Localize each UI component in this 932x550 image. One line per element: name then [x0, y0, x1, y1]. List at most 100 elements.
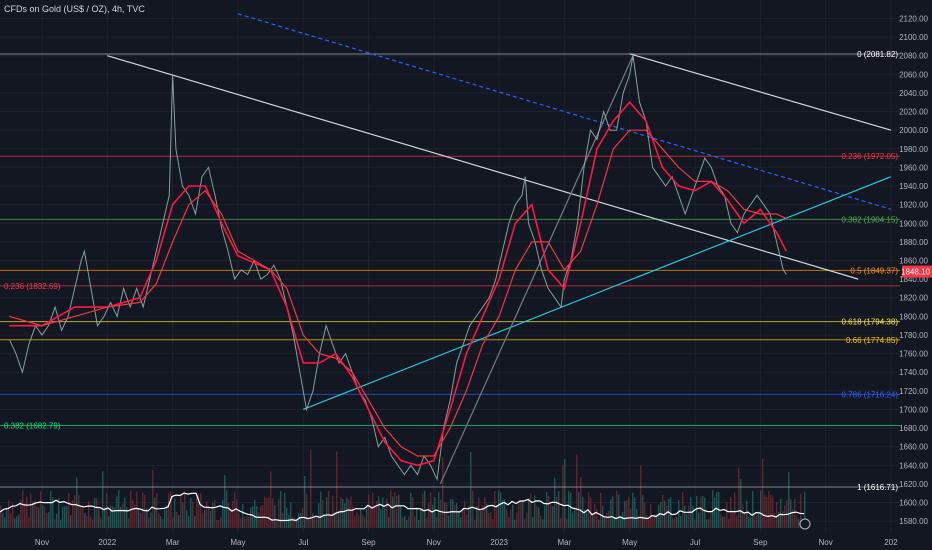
volume-bar	[706, 519, 708, 528]
fib-level-label: 0.66 (1774.85)	[846, 336, 898, 345]
volume-bar	[478, 497, 480, 528]
volume-bar	[614, 516, 616, 528]
price-axis[interactable]: 1580.00 1600.00 1620.00 1640.00 1660.00 1680.…	[799, 14, 932, 530]
thin-rising-line[interactable]	[439, 55, 634, 485]
volume-bar	[208, 506, 210, 528]
fib-retracement[interactable]: 0 (2081.82) 0.236 (1972.05) 0.382 (1904.15…	[0, 50, 900, 492]
volume-bar	[546, 491, 548, 528]
time-tick-label: Sep	[361, 538, 376, 547]
price-tick-label: 1640.00	[899, 461, 928, 470]
volume-bar	[210, 510, 212, 528]
time-tick-label: 2022	[98, 538, 116, 547]
volume-bar	[548, 495, 550, 528]
volume-bar	[160, 516, 162, 528]
volume-bar	[608, 511, 610, 528]
volume-bar	[36, 506, 38, 528]
mid-channel-line[interactable]	[107, 55, 859, 280]
volume-bar	[196, 497, 198, 528]
volume-bar	[122, 503, 124, 528]
time-tick-label: May	[230, 538, 245, 547]
price-tick-label: 2080.00	[899, 52, 928, 61]
price-tick-label: 1680.00	[899, 424, 928, 433]
volume-bar	[86, 515, 88, 528]
volume-bar	[220, 517, 222, 528]
volume-bar	[422, 493, 424, 528]
volume-bar	[68, 493, 70, 528]
volume-bar	[740, 478, 742, 528]
volume-bar	[424, 490, 426, 528]
volume-bar	[494, 491, 496, 528]
volume-bar	[360, 509, 362, 528]
volume-bar	[164, 509, 166, 528]
price-tick-label: 1900.00	[899, 219, 928, 228]
volume-bar	[14, 518, 16, 528]
volume-bar	[232, 501, 234, 528]
volume-bar	[330, 514, 332, 528]
moving-average-fast-line	[9, 100, 788, 467]
volume-bar	[702, 495, 704, 528]
volume-bar	[752, 490, 754, 528]
volume-bar	[170, 491, 172, 528]
volume-bar	[44, 506, 46, 528]
volume-bar	[30, 493, 32, 528]
volume-bar	[322, 500, 324, 528]
volume-bar	[264, 496, 266, 528]
volume-bar	[178, 515, 180, 528]
volume-bar	[226, 490, 228, 528]
volume-bar	[750, 517, 752, 528]
volume-bar	[686, 514, 688, 528]
volume-bar	[50, 490, 52, 528]
volume-bar	[98, 509, 100, 528]
volume-bar	[562, 464, 564, 528]
volume-bar	[486, 503, 488, 528]
volume-bar	[62, 506, 64, 528]
time-tick-label: 202	[884, 538, 898, 547]
volume-bar	[180, 496, 182, 528]
volume-bar	[76, 477, 78, 528]
volume-bar	[728, 519, 730, 528]
rising-support-line[interactable]	[302, 176, 892, 411]
volume-bar	[82, 505, 84, 528]
volume-bar	[386, 498, 388, 528]
volume-bar	[134, 504, 136, 528]
replay-marker-icon[interactable]	[799, 518, 811, 530]
volume-bar	[540, 515, 542, 528]
volume-bar	[452, 499, 454, 528]
volume-bar	[724, 516, 726, 528]
upper-channel-line[interactable]	[629, 53, 892, 131]
volume-bar	[682, 492, 684, 528]
volume-bar	[294, 517, 296, 528]
price-tick-label: 2120.00	[899, 14, 928, 23]
price-tick-label: 1600.00	[899, 499, 928, 508]
volume-bar	[20, 499, 22, 528]
volume-bar	[696, 496, 698, 528]
volume-bar	[158, 513, 160, 528]
volume-bar	[344, 503, 346, 528]
volume-bar	[572, 512, 574, 528]
volume-bar	[370, 504, 372, 528]
volume-bar	[610, 499, 612, 528]
volume-bar	[764, 495, 766, 528]
volume-bar	[576, 454, 578, 528]
volume-bar	[528, 497, 530, 528]
volume-bar	[642, 495, 644, 528]
volume-bar	[476, 505, 478, 528]
volume-bar	[334, 512, 336, 528]
volume-bar	[146, 507, 148, 528]
volume-bar	[346, 497, 348, 528]
volume-bar	[536, 506, 538, 528]
volume-bar	[676, 516, 678, 528]
volume-bar	[320, 491, 322, 528]
volume-bar	[778, 511, 780, 528]
time-tick-label: 2023	[490, 538, 508, 547]
time-axis[interactable]: Nov 2022 Mar May Jul Sep Nov 2023 Mar May Jul Sep No…	[35, 538, 898, 547]
volume-bar	[358, 514, 360, 528]
volume-bar	[804, 492, 806, 528]
volume-bar	[54, 519, 56, 528]
volume-bar	[378, 496, 380, 528]
volume-bar	[176, 511, 178, 528]
volume-bar	[156, 492, 158, 528]
upper-dashed-line[interactable]	[237, 13, 892, 210]
trendlines[interactable]	[107, 13, 892, 485]
